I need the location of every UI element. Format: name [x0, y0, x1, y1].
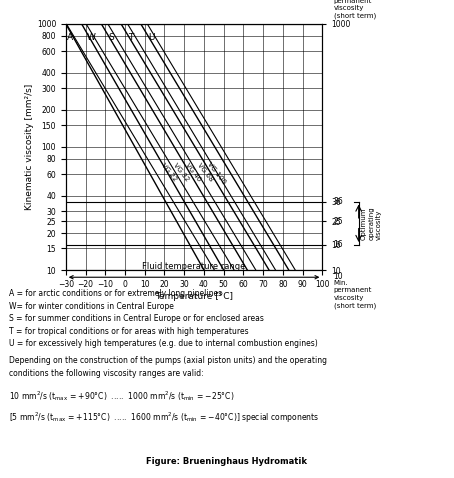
- Text: 10 mm$^2$/s (t$_{\rm max}$ = +90°C)  .....  1000 mm$^2$/s (t$_{\rm min}$ = −25°C: 10 mm$^2$/s (t$_{\rm max}$ = +90°C) ....…: [9, 390, 235, 403]
- Text: 16: 16: [334, 240, 343, 250]
- Text: Optimum
operating
viscosity: Optimum operating viscosity: [361, 206, 382, 240]
- Text: VG 100: VG 100: [206, 161, 227, 185]
- Text: VG 22: VG 22: [161, 163, 178, 183]
- Text: U: U: [148, 33, 154, 42]
- Text: S: S: [109, 33, 114, 42]
- Text: 25: 25: [334, 217, 343, 226]
- Text: VG 32: VG 32: [173, 163, 190, 183]
- Text: 10: 10: [334, 272, 343, 282]
- Y-axis label: Kinematic viscosity [mm²/s]: Kinematic viscosity [mm²/s]: [25, 84, 34, 210]
- X-axis label: Temperature [°C]: Temperature [°C]: [155, 292, 233, 301]
- Text: VG 46: VG 46: [184, 163, 202, 183]
- Text: Min.
permanent
viscosity
(short term): Min. permanent viscosity (short term): [334, 280, 376, 309]
- Text: VG 68: VG 68: [196, 162, 214, 183]
- Text: Figure: Brueninghaus Hydromatik: Figure: Brueninghaus Hydromatik: [147, 457, 307, 466]
- Text: W: W: [87, 33, 96, 42]
- Text: Max.
permanent
viscosity
(short term): Max. permanent viscosity (short term): [334, 0, 376, 19]
- Text: [5 mm$^2$/s (t$_{\rm max}$ = +115°C)  .....  1600 mm$^2$/s (t$_{\rm min}$ = −40°: [5 mm$^2$/s (t$_{\rm max}$ = +115°C) ...…: [9, 411, 319, 425]
- Text: Depending on the construction of the pumps (axial piston units) and the operatin: Depending on the construction of the pum…: [9, 356, 327, 378]
- Text: A = for arctic conditions or for extremely long pipelines
W= for winter conditio: A = for arctic conditions or for extreme…: [9, 289, 318, 348]
- Text: A: A: [67, 33, 73, 42]
- Text: Fluid temperature range: Fluid temperature range: [143, 262, 246, 271]
- Text: T: T: [128, 33, 133, 42]
- Text: 36: 36: [334, 197, 343, 206]
